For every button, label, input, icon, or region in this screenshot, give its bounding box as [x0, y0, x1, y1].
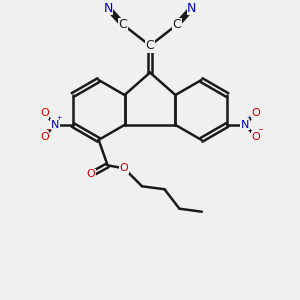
Text: O: O: [251, 108, 260, 118]
Text: N: N: [187, 2, 196, 15]
Text: C: C: [146, 39, 154, 52]
Text: O: O: [251, 132, 260, 142]
Text: $^-$: $^-$: [256, 127, 264, 137]
Text: $^+$: $^+$: [245, 115, 254, 125]
Text: N: N: [241, 120, 249, 130]
Text: $^+$: $^+$: [55, 115, 63, 125]
Text: O: O: [87, 169, 95, 179]
Text: O: O: [120, 163, 128, 173]
Text: N: N: [51, 120, 59, 130]
Text: $^-$: $^-$: [44, 127, 53, 137]
Text: C: C: [119, 18, 128, 31]
Text: O: O: [40, 132, 49, 142]
Text: O: O: [40, 108, 49, 118]
Text: N: N: [103, 2, 113, 15]
Text: C: C: [172, 18, 181, 31]
